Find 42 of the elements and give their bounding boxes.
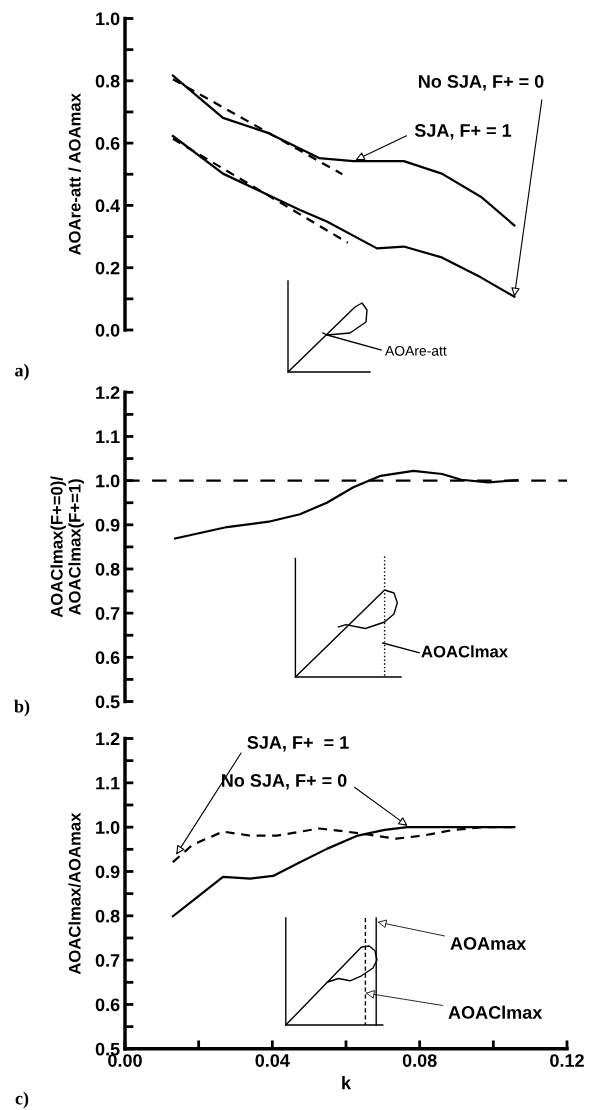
y-tick-label: 0.8: [95, 74, 120, 88]
y-tick-label: 0.4: [95, 199, 121, 213]
text: b): [14, 699, 30, 717]
y-tick-label: 1.0: [96, 474, 120, 488]
x-tick-label: 0.12: [550, 1054, 584, 1067]
line-series: [171, 74, 516, 227]
y-tick-label: 1.0: [96, 12, 120, 26]
annotation: SJA, F+ = 1: [414, 124, 512, 140]
y-tick-label: 0.9: [95, 865, 120, 879]
y-tick-label: 0.6: [95, 998, 120, 1012]
y-tick-label: 1.2: [96, 386, 120, 399]
y-tick-label: 1.2: [96, 732, 120, 746]
y-tick-label: 0.9: [95, 518, 120, 532]
y-tick-label: 0.0: [95, 323, 120, 337]
y-tick-label: 0.5: [95, 1042, 120, 1056]
y-tick-label: 0.7: [95, 954, 120, 967]
y-tick-label: 1.1: [96, 430, 120, 444]
annotation: AOAClmax: [448, 1005, 543, 1019]
y-tick-label: 1.1: [96, 776, 120, 790]
y-tick-label: 0.6: [95, 137, 120, 150]
x-tick-label: 0.08: [402, 1054, 437, 1067]
y-axis-title: AOAClmax(F+=0)/ AOAClmax(F+=1): [50, 476, 84, 618]
y-axis-title: AOAre-att / AOAmax: [68, 93, 81, 256]
text: c): [15, 1091, 29, 1109]
y-tick-label: 0.5: [95, 695, 120, 709]
annotation: No SJA, F+ = 0: [221, 774, 347, 790]
text: a): [15, 363, 29, 381]
annotation: SJA, F+ = 1: [247, 736, 349, 752]
annotation: No SJA, F+ = 0: [418, 75, 544, 91]
x-axis-title: k: [342, 1076, 352, 1090]
y-tick-label: 0.7: [95, 607, 120, 620]
y-axis-title: AOAClmax/AOAmax: [68, 812, 81, 975]
y-tick-label: 0.8: [95, 909, 120, 923]
y-tick-label: 0.2: [95, 261, 120, 275]
y-tick-label: 0.8: [95, 562, 120, 576]
annotation: AOAClmax: [421, 645, 508, 658]
y-tick-label: 0.6: [95, 651, 120, 665]
text: AOAre-att: [385, 345, 447, 356]
annotation: AOAmax: [450, 937, 527, 950]
x-tick-label: 0.00: [108, 1054, 142, 1067]
y-tick-label: 1.0: [96, 821, 120, 834]
x-tick-label: 0.04: [255, 1054, 290, 1067]
